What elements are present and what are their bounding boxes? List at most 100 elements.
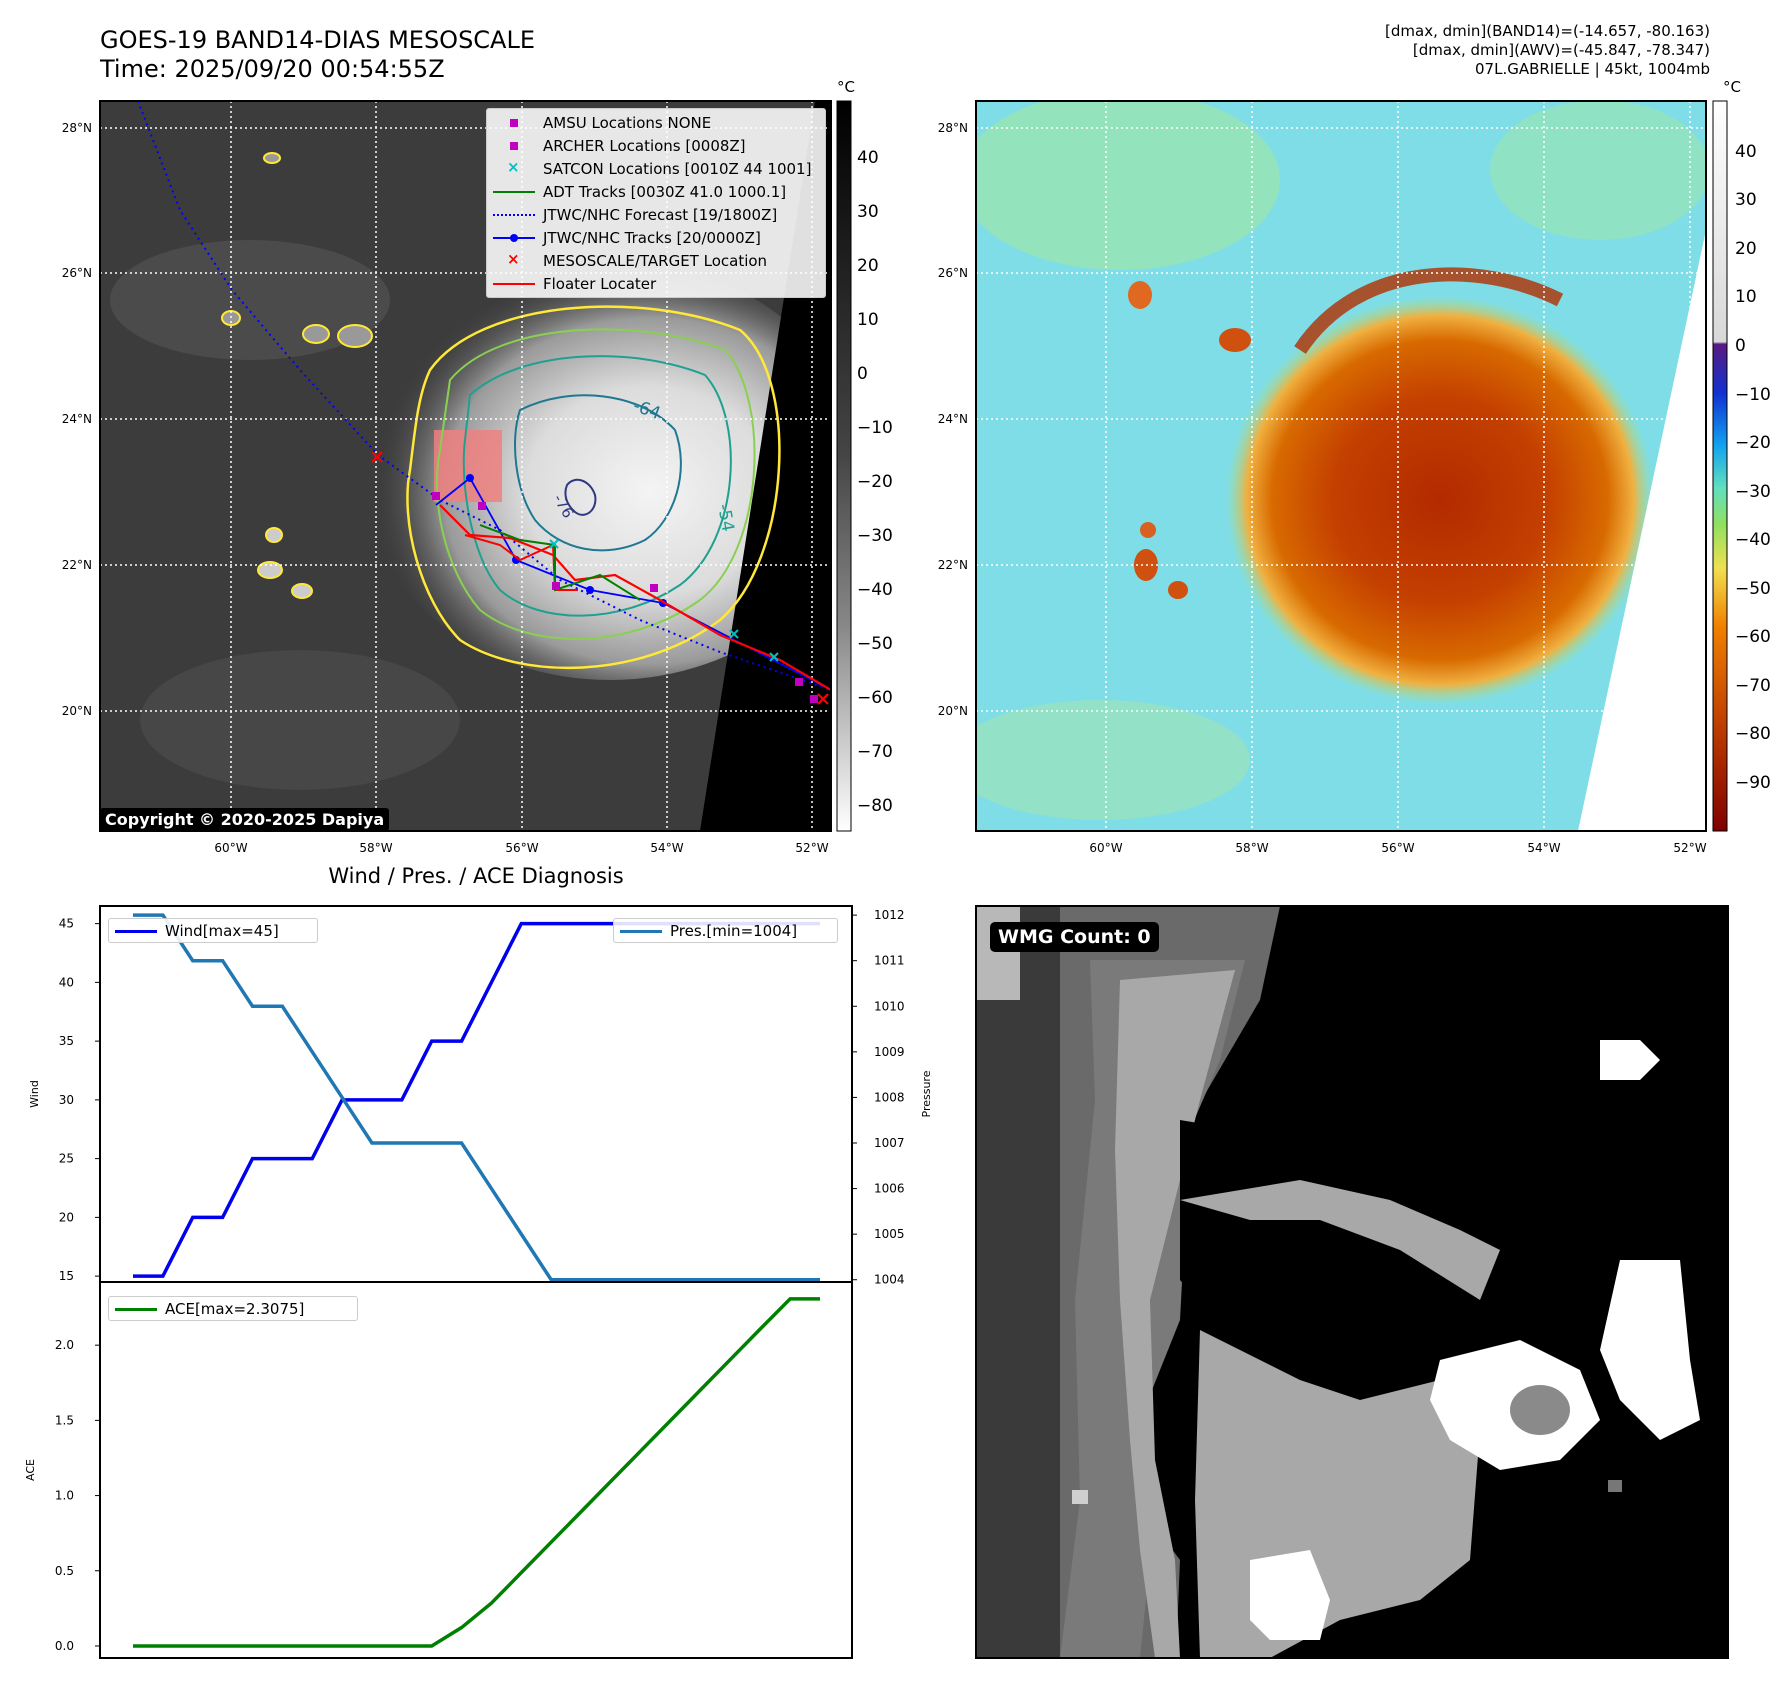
pressure-tick-label: 1011	[874, 954, 905, 968]
awv-range: [dmax, dmin](AWV)=(-45.847, -78.347)	[1412, 41, 1710, 59]
contour-label: -54	[713, 502, 738, 533]
svg-text:−10: −10	[857, 418, 893, 438]
svg-text:58°W: 58°W	[359, 841, 392, 855]
legend-label: MESOSCALE/TARGET Location	[543, 251, 768, 270]
ace-legend-label: ACE[max=2.3075]	[165, 1299, 305, 1318]
svg-text:28°N: 28°N	[62, 121, 92, 135]
svg-text:58°W: 58°W	[1235, 841, 1268, 855]
pressure-tick-label: 1007	[874, 1136, 905, 1150]
pressure-tick-label: 1005	[874, 1227, 905, 1241]
svg-text:−50: −50	[1735, 579, 1771, 599]
pressure-tick-label: 1012	[874, 908, 905, 922]
gray-colorbar-unit: °C	[837, 78, 855, 96]
ace-frame	[99, 1281, 853, 1659]
gray-colorbar	[836, 100, 852, 832]
legend-item: × SATCON Locations [0010Z 44 1001]	[487, 157, 825, 180]
svg-text:10: 10	[857, 310, 879, 330]
wind-tick-label: 15	[59, 1269, 74, 1283]
svg-text:20: 20	[1735, 239, 1757, 259]
svg-text:40: 40	[1735, 142, 1757, 162]
svg-text:20°N: 20°N	[938, 704, 968, 718]
svg-text:24°N: 24°N	[938, 412, 968, 426]
page-title: GOES-19 BAND14-DIAS MESOSCALE Time: 2025…	[100, 26, 535, 84]
legend-label: JTWC/NHC Tracks [20/0000Z]	[543, 228, 761, 247]
legend-item: ARCHER Locations [0008Z]	[487, 134, 825, 157]
diagnosis-title: Wind / Pres. / ACE Diagnosis	[328, 864, 624, 888]
svg-text:−70: −70	[1735, 676, 1771, 696]
map1-frame	[99, 100, 832, 832]
pressure-tick-label: 1010	[874, 999, 905, 1013]
contour-teal	[462, 355, 732, 617]
svg-text:10: 10	[1735, 287, 1757, 307]
wind-tick-label: 45	[59, 917, 74, 931]
legend-item: AMSU Locations NONE	[487, 111, 825, 134]
svg-text:−20: −20	[857, 472, 893, 492]
pressure-legend: Pres.[min=1004]	[613, 918, 838, 943]
title-line1: GOES-19 BAND14-DIAS MESOSCALE	[100, 26, 536, 54]
svg-text:56°W: 56°W	[505, 841, 538, 855]
legend-label: ARCHER Locations [0008Z]	[543, 136, 746, 155]
legend-item: ADT Tracks [0030Z 41.0 1000.1]	[487, 180, 825, 203]
wind-legend: Wind[max=45]	[108, 918, 318, 943]
pressure-tick-label: 1004	[874, 1273, 905, 1287]
wind-tick-label: 30	[59, 1093, 74, 1107]
svg-text:−90: −90	[1735, 773, 1771, 793]
svg-text:−80: −80	[1735, 724, 1771, 744]
gray-colorbar-ticks: 40 30 20 10 0 −10 −20 −30 −40 −50 −60 −7…	[857, 148, 893, 816]
ace-tick-label: 1.5	[55, 1413, 74, 1427]
contour-core	[564, 478, 597, 516]
storm-summary: 07L.GABRIELLE | 45kt, 1004mb	[1475, 60, 1710, 78]
svg-text:−40: −40	[1735, 530, 1771, 550]
svg-text:56°W: 56°W	[1381, 841, 1414, 855]
pressure-legend-label: Pres.[min=1004]	[670, 921, 798, 940]
legend-item: Floater Locater	[487, 272, 825, 295]
ace-tick-label: 2.0	[55, 1338, 74, 1352]
map2-lon-labels: 60°W 58°W 56°W 54°W 52°W	[1089, 841, 1706, 855]
legend-symbol	[493, 139, 535, 153]
svg-text:−80: −80	[857, 796, 893, 816]
svg-text:52°W: 52°W	[1673, 841, 1706, 855]
target-marker	[371, 451, 829, 705]
pressure-tick-label: 1009	[874, 1045, 905, 1059]
svg-text:54°W: 54°W	[1527, 841, 1560, 855]
svg-text:40: 40	[857, 148, 879, 168]
legend-label: SATCON Locations [0010Z 44 1001]	[543, 159, 812, 178]
ace-tick-label: 0.5	[55, 1564, 74, 1578]
svg-text:30: 30	[1735, 190, 1757, 210]
svg-text:−60: −60	[857, 688, 893, 708]
svg-text:−30: −30	[1735, 482, 1771, 502]
svg-text:22°N: 22°N	[938, 558, 968, 572]
svg-text:54°W: 54°W	[650, 841, 683, 855]
title-line2: Time: 2025/09/20 00:54:55Z	[100, 55, 445, 83]
copyright-badge: Copyright © 2020-2025 Dapiya	[100, 808, 390, 831]
contour-blue	[514, 394, 682, 552]
contour-yellow	[406, 305, 781, 670]
svg-text:52°W: 52°W	[795, 841, 828, 855]
legend-label: AMSU Locations NONE	[543, 113, 712, 132]
archer-markers	[432, 492, 818, 703]
svg-text:0: 0	[857, 364, 868, 384]
legend-symbol	[493, 116, 535, 130]
forecast-track	[137, 101, 831, 691]
adt-track	[479, 524, 641, 601]
wmg-panel	[975, 905, 1729, 1659]
ace-legend: ACE[max=2.3075]	[108, 1296, 358, 1321]
pressure-tick-label: 1006	[874, 1182, 905, 1196]
satcon-markers	[549, 539, 779, 662]
pressure-tick-label: 1008	[874, 1090, 905, 1104]
floater-box	[434, 430, 502, 502]
svg-text:60°W: 60°W	[1089, 841, 1122, 855]
storm-info: [dmax, dmin](BAND14)=(-14.657, -80.163) …	[1385, 22, 1710, 79]
map1-lat-labels: 28°N 26°N 24°N 22°N 20°N	[62, 121, 92, 718]
svg-text:28°N: 28°N	[938, 121, 968, 135]
legend-symbol	[493, 277, 535, 291]
svg-text:22°N: 22°N	[62, 558, 92, 572]
map2-frame	[975, 100, 1707, 832]
ace-tick-label: 1.0	[55, 1489, 74, 1503]
svg-text:−60: −60	[1735, 627, 1771, 647]
ace-tick-label: 0.0	[55, 1639, 74, 1653]
svg-text:24°N: 24°N	[62, 412, 92, 426]
wind-tick-label: 35	[59, 1034, 74, 1048]
legend-symbol: ×	[507, 249, 520, 268]
